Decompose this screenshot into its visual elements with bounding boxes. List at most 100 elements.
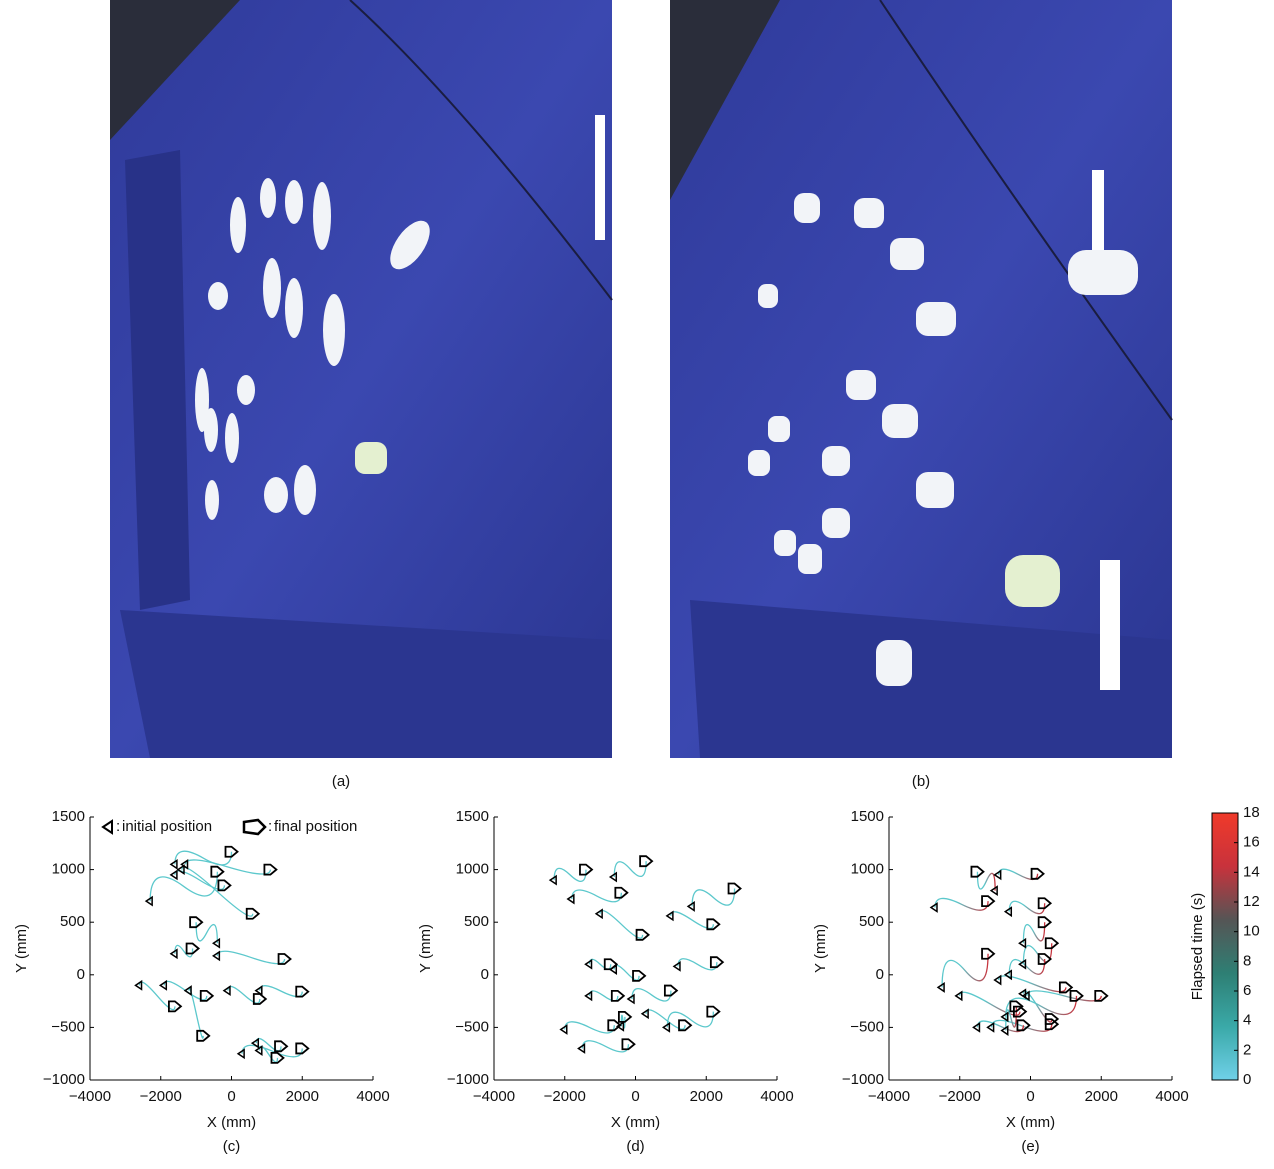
trajectory xyxy=(571,889,622,903)
final-marker xyxy=(270,1052,285,1064)
colorbar-tick-label: 6 xyxy=(1243,982,1251,999)
initial-marker xyxy=(158,979,168,991)
y-tick-label: −500 xyxy=(51,1018,85,1035)
y-tick-label: 500 xyxy=(464,913,489,930)
trajectory xyxy=(613,964,640,981)
initial-marker xyxy=(250,1037,260,1049)
initial-marker xyxy=(993,869,1002,881)
initial-marker xyxy=(989,885,998,897)
initial-marker xyxy=(986,1021,995,1033)
y-tick-label: −500 xyxy=(455,1018,489,1035)
final-marker xyxy=(1037,916,1053,929)
initial-marker xyxy=(169,858,178,870)
x-tick-label: 2000 xyxy=(1085,1088,1118,1105)
panel-label: (c) xyxy=(223,1138,241,1155)
x-axis-label: X (mm) xyxy=(1006,1114,1055,1131)
trajectory xyxy=(588,958,612,970)
initial-marker xyxy=(1018,937,1027,949)
final-marker xyxy=(245,907,261,920)
y-tick-label: −1000 xyxy=(447,1071,489,1088)
trajectory xyxy=(976,871,996,891)
legend-colon: : xyxy=(116,818,120,835)
x-tick-label: −4000 xyxy=(473,1088,515,1105)
x-tick-label: −2000 xyxy=(939,1088,981,1105)
photo-a xyxy=(110,0,613,758)
x-tick-label: 0 xyxy=(227,1088,235,1105)
initial-marker xyxy=(1000,1025,1009,1036)
final-marker xyxy=(981,947,996,960)
initial-marker xyxy=(254,985,263,996)
initial-marker xyxy=(222,985,231,996)
final-marker xyxy=(224,845,239,858)
final-marker xyxy=(617,1010,633,1023)
y-tick-label: −500 xyxy=(850,1018,884,1035)
y-axis-label: Y (mm) xyxy=(812,924,829,973)
panel-label: (e) xyxy=(1021,1138,1039,1155)
x-tick-label: 2000 xyxy=(690,1088,723,1105)
initial-marker xyxy=(584,990,593,1002)
final-marker xyxy=(1037,953,1053,965)
x-tick-label: −4000 xyxy=(69,1088,111,1105)
initial-marker xyxy=(640,1008,649,1020)
trajectory xyxy=(631,988,672,1002)
colorbar-tick-label: 8 xyxy=(1243,952,1251,969)
y-tick-label: 1000 xyxy=(456,861,489,878)
x-tick-label: 2000 xyxy=(286,1088,319,1105)
trajectory xyxy=(174,850,233,866)
initial-marker xyxy=(144,895,153,907)
final-marker xyxy=(1094,989,1109,1002)
final-marker xyxy=(199,989,215,1002)
initial-marker xyxy=(1003,969,1013,981)
final-marker xyxy=(168,1000,183,1013)
trajectory xyxy=(241,1044,303,1058)
colorbar-label: Flapsed time (s) xyxy=(1189,893,1206,1001)
trajectory xyxy=(581,1040,630,1053)
final-marker xyxy=(639,855,654,868)
x-tick-label: 4000 xyxy=(1155,1088,1188,1105)
initial-marker xyxy=(211,937,221,949)
final-marker xyxy=(1058,981,1074,994)
y-tick-label: 1500 xyxy=(851,808,884,825)
colorbar-tick-label: 12 xyxy=(1243,893,1260,910)
final-marker xyxy=(607,1019,622,1032)
final-marker xyxy=(970,865,985,878)
legend-colon: : xyxy=(268,818,272,835)
initial-marker xyxy=(584,958,593,970)
final-marker xyxy=(614,886,629,899)
trajectory xyxy=(564,1021,615,1034)
final-marker xyxy=(981,895,996,908)
initial-marker xyxy=(1000,1011,1009,1023)
trajectory xyxy=(941,953,989,988)
y-tick-label: −1000 xyxy=(43,1071,85,1088)
colorbar-tick-label: 10 xyxy=(1243,923,1260,940)
final-marker xyxy=(274,1040,289,1053)
final-marker xyxy=(210,865,225,878)
final-marker xyxy=(185,942,200,955)
y-axis-label: Y (mm) xyxy=(13,924,30,973)
final-marker xyxy=(295,985,310,998)
final-marker xyxy=(1037,897,1053,910)
trajectory xyxy=(553,867,587,882)
final-marker xyxy=(579,863,594,876)
initial-marker xyxy=(993,974,1002,986)
initial-marker xyxy=(169,948,178,960)
y-tick-label: 500 xyxy=(60,913,85,930)
legend-label: final position xyxy=(274,818,357,835)
colorbar-tick-label: 14 xyxy=(1243,863,1260,880)
trajectory xyxy=(1022,922,1046,944)
x-tick-label: 0 xyxy=(1026,1088,1034,1105)
final-marker xyxy=(196,1029,211,1042)
colorbar-tick-label: 16 xyxy=(1243,834,1260,851)
initial-marker xyxy=(929,902,938,913)
y-tick-label: 500 xyxy=(859,913,884,930)
final-marker xyxy=(1044,1018,1060,1031)
initial-marker xyxy=(211,950,221,962)
y-tick-label: −1000 xyxy=(842,1071,884,1088)
initial-marker xyxy=(548,874,557,886)
trajectory xyxy=(195,922,218,944)
final-marker xyxy=(1069,989,1084,1002)
initial-marker xyxy=(1018,958,1027,970)
final-marker xyxy=(277,953,292,965)
panel-label: (d) xyxy=(626,1138,644,1155)
trajectory xyxy=(998,975,1067,993)
